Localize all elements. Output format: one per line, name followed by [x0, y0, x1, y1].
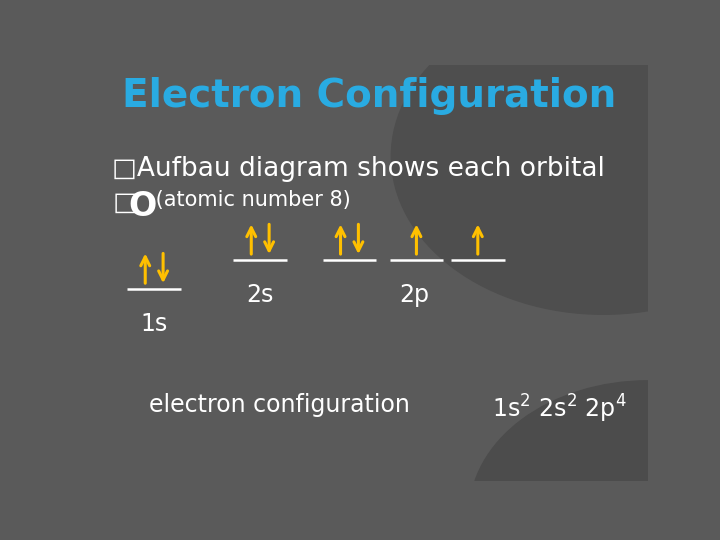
Text: 1s: 1s	[140, 312, 168, 336]
Text: Electron Configuration: Electron Configuration	[122, 77, 616, 115]
Text: 2p: 2p	[400, 283, 430, 307]
Text: (atomic number 8): (atomic number 8)	[148, 190, 351, 210]
Circle shape	[392, 0, 720, 314]
Text: 2s: 2s	[246, 283, 274, 307]
Text: □Aufbau diagram shows each orbital: □Aufbau diagram shows each orbital	[112, 156, 606, 183]
Circle shape	[469, 381, 720, 540]
Text: □: □	[112, 190, 138, 215]
Text: electron configuration: electron configuration	[149, 393, 410, 417]
Text: $\mathregular{1s^2\ 2s^2\ 2p^4}$: $\mathregular{1s^2\ 2s^2\ 2p^4}$	[492, 393, 626, 426]
Text: O: O	[128, 190, 156, 222]
